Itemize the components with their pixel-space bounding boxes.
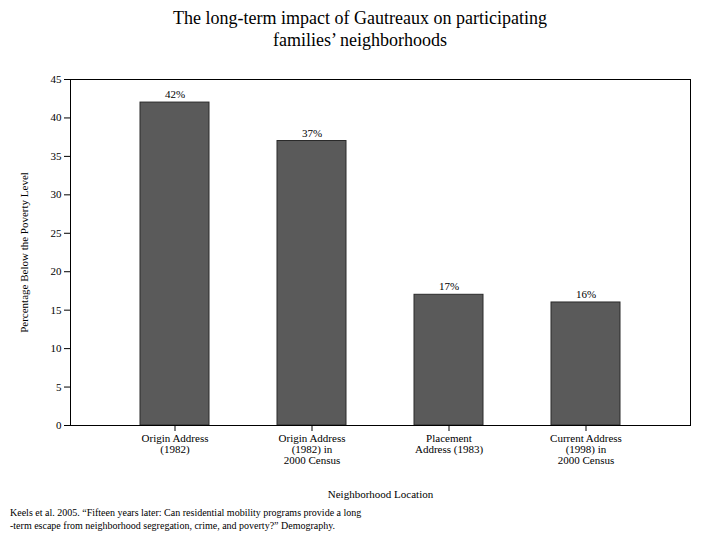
svg-text:Percentage Below the Poverty L: Percentage Below the Poverty Level — [18, 172, 30, 333]
svg-text:10: 10 — [51, 342, 63, 354]
html-text:Keels et al. 2005. “Fifteen ye: Keels et al. 2005. “Fifteen years later:… — [10, 507, 362, 531]
svg-text:42%: 42% — [165, 88, 185, 100]
svg-text:16%: 16% — [576, 288, 596, 300]
svg-text:40: 40 — [51, 112, 63, 124]
svg-text:20: 20 — [51, 265, 63, 277]
svg-text:37%: 37% — [302, 127, 322, 139]
svg-text:5: 5 — [56, 381, 62, 393]
html-text:The long-term impact of Gautre: The long-term impact of Gautreaux on par… — [173, 8, 547, 50]
svg-text:17%: 17% — [439, 280, 459, 292]
svg-text:30: 30 — [51, 189, 63, 201]
svg-text:25: 25 — [51, 227, 63, 239]
svg-text:0: 0 — [56, 419, 62, 431]
svg-text:Origin Address(1982): Origin Address(1982) — [142, 432, 209, 456]
svg-text:Neighborhood Location: Neighborhood Location — [328, 488, 434, 500]
svg-text:Current Address(1998) in2000 C: Current Address(1998) in2000 Census — [550, 432, 622, 466]
svg-text:45: 45 — [51, 73, 63, 85]
svg-text:Origin Address(1982) in2000 Ce: Origin Address(1982) in2000 Census — [279, 432, 346, 466]
svg-text:35: 35 — [51, 150, 63, 162]
svg-text:PlacementAddress (1983): PlacementAddress (1983) — [415, 432, 483, 456]
svg-text:15: 15 — [51, 304, 63, 316]
